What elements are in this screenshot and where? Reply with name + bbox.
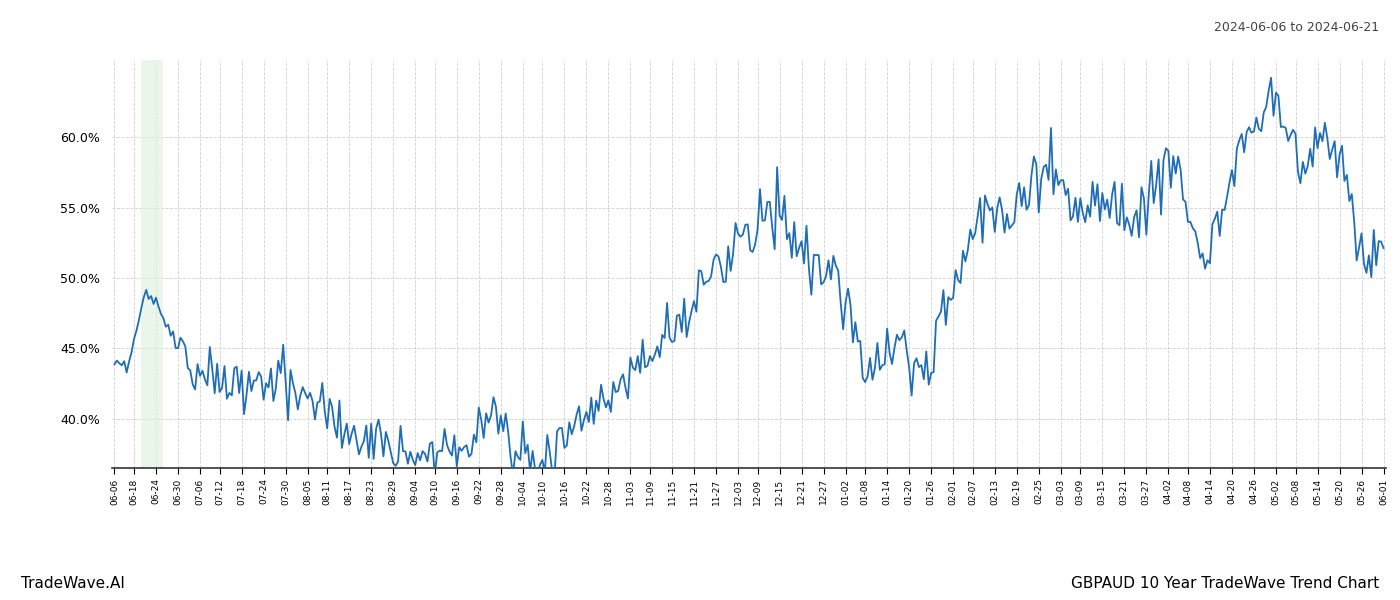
Text: 2024-06-06 to 2024-06-21: 2024-06-06 to 2024-06-21	[1214, 21, 1379, 34]
Text: GBPAUD 10 Year TradeWave Trend Chart: GBPAUD 10 Year TradeWave Trend Chart	[1071, 576, 1379, 591]
Text: TradeWave.AI: TradeWave.AI	[21, 576, 125, 591]
Bar	[141, 60, 164, 468]
